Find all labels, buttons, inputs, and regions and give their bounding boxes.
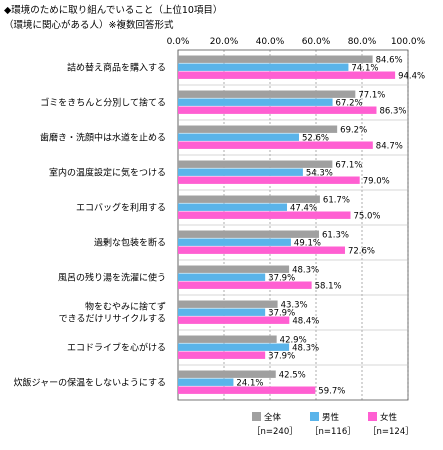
legend-label: 男性 <box>322 412 340 423</box>
bar-0 <box>178 335 277 343</box>
data-label: 77.1% <box>358 91 385 101</box>
bar-1 <box>178 378 234 386</box>
bar-1 <box>178 63 349 71</box>
data-label: 67.2% <box>336 99 363 109</box>
data-label: 48.3% <box>292 344 319 354</box>
chart-title: ◆環境のために取り組んでいること（上位10項目） <box>4 5 223 16</box>
category-label: 風呂の残り湯を洗濯に使う <box>58 272 166 284</box>
category-label: 物をむやみに捨てず <box>85 301 166 313</box>
data-label: 54.3% <box>306 169 333 179</box>
data-label: 84.7% <box>376 142 403 152</box>
x-tick-label: 80.0% <box>348 37 377 47</box>
bar-0 <box>178 230 319 238</box>
data-label: 58.1% <box>315 282 342 292</box>
category-label: できるだけリサイクルする <box>59 314 166 325</box>
bar-2 <box>178 106 377 114</box>
category-label: 炊飯ジャーの保温をしないようにする <box>14 377 166 389</box>
x-tick-label: 60.0% <box>302 37 331 47</box>
bar-2 <box>178 211 351 219</box>
bar-1 <box>178 308 266 316</box>
bar-0 <box>178 125 338 133</box>
legend-n-label: ［n=124］ <box>368 427 414 437</box>
data-label: 24.1% <box>236 379 263 389</box>
data-label: 37.9% <box>268 352 295 362</box>
category-label: 詰め替え商品を購入する <box>67 62 166 74</box>
bar-2 <box>178 141 373 149</box>
x-tick-label: 40.0% <box>256 37 285 47</box>
legend-swatch <box>368 412 377 421</box>
legend-label: 女性 <box>380 412 398 423</box>
bar-0 <box>178 265 290 273</box>
data-label: 86.3% <box>379 107 406 117</box>
bar-0 <box>178 300 278 308</box>
data-label: 61.7% <box>323 196 350 206</box>
bar-2 <box>178 316 290 324</box>
bar-1 <box>178 273 266 281</box>
bar-0 <box>178 55 373 63</box>
legend-n-label: ［n=240］ <box>252 427 298 437</box>
x-tick-label: 20.0% <box>210 37 239 47</box>
data-label: 61.3% <box>322 231 349 241</box>
x-tick-label: 100.0% <box>391 37 426 47</box>
data-label: 49.1% <box>294 239 321 249</box>
bar-2 <box>178 351 266 359</box>
category-label: エコバッグを利用する <box>76 202 166 214</box>
data-label: 74.1% <box>351 64 378 74</box>
category-label: 過剰な包装を断る <box>94 237 166 249</box>
data-label: 79.0% <box>363 177 390 187</box>
data-label: 48.4% <box>292 317 319 327</box>
bar-2 <box>178 281 312 289</box>
data-label: 94.4% <box>398 72 425 82</box>
data-label: 37.9% <box>268 274 295 284</box>
bar-0 <box>178 90 356 98</box>
legend-label: 全体 <box>264 412 282 423</box>
bar-0 <box>178 195 320 203</box>
data-label: 43.3% <box>281 301 308 311</box>
bar-2 <box>178 71 396 79</box>
data-label: 52.6% <box>302 134 329 144</box>
bar-1 <box>178 133 299 141</box>
bar-1 <box>178 203 288 211</box>
bar-1 <box>178 98 333 106</box>
chart-subtitle: （環境に関心がある人）※複数回答形式 <box>4 20 174 31</box>
data-label: 48.3% <box>292 266 319 276</box>
category-label: 歯磨き・洗顔中は水道を止める <box>40 132 166 144</box>
bar-1 <box>178 168 303 176</box>
data-label: 84.6% <box>376 56 403 66</box>
bar-1 <box>178 343 290 351</box>
bar-2 <box>178 246 345 254</box>
category-label: ゴミをきちんと分別して捨てる <box>40 97 166 109</box>
data-label: 75.0% <box>354 212 381 222</box>
legend-n-label: ［n=116］ <box>310 427 356 437</box>
bar-0 <box>178 160 333 168</box>
category-label: 室内の温度設定に気をつける <box>49 167 166 179</box>
data-label: 67.1% <box>335 161 362 171</box>
x-tick-label: 0.0% <box>167 37 190 47</box>
bar-2 <box>178 386 316 394</box>
bar-1 <box>178 238 291 246</box>
bar-0 <box>178 370 276 378</box>
data-label: 42.5% <box>279 371 306 381</box>
bar-2 <box>178 176 360 184</box>
data-label: 42.9% <box>280 336 307 346</box>
data-label: 69.2% <box>340 126 367 136</box>
data-label: 37.9% <box>268 309 295 319</box>
data-label: 47.4% <box>290 204 317 214</box>
data-label: 72.6% <box>348 247 375 257</box>
legend-swatch <box>310 412 319 421</box>
legend-swatch <box>252 412 261 421</box>
data-label: 59.7% <box>318 387 345 397</box>
category-label: エコドライブを心がける <box>67 342 166 354</box>
